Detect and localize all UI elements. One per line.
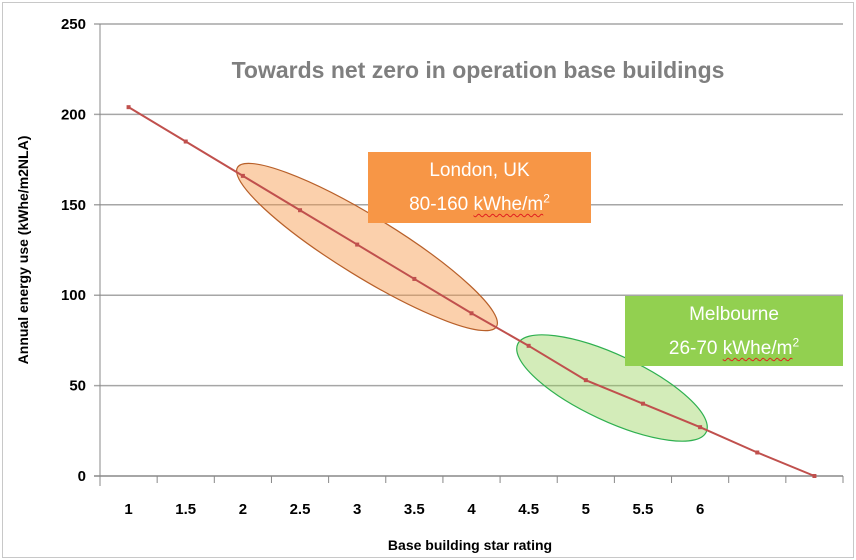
london-annotation-box: London, UK 80-160 kWhe/m2 <box>368 152 591 223</box>
melbourne-annotation-box: Melbourne 26-70 kWhe/m2 <box>625 296 843 366</box>
data-point <box>755 450 760 455</box>
y-tick-label: 50 <box>69 378 86 395</box>
x-tick-label: 3.5 <box>404 501 425 518</box>
y-tick-label: 100 <box>61 287 86 304</box>
chart-title: Towards net zero in operation base build… <box>232 57 725 83</box>
x-tick-label: 5.5 <box>633 501 654 518</box>
y-tick-label: 250 <box>61 16 86 33</box>
data-point <box>583 378 588 383</box>
y-tick-label: 200 <box>61 106 86 123</box>
x-tick-label: 6 <box>696 501 704 518</box>
y-axis-title: Annual energy use (kWhe/m2NLA) <box>15 136 31 365</box>
x-tick-label: 3 <box>353 501 361 518</box>
data-point <box>640 401 645 406</box>
x-tick-label: 1.5 <box>175 501 196 518</box>
x-tick-label: 2 <box>239 501 247 518</box>
data-point <box>469 311 474 316</box>
data-point <box>183 139 188 144</box>
x-tick-label: 4 <box>467 501 476 518</box>
x-tick-label: 4.5 <box>518 501 539 518</box>
data-point <box>412 276 417 281</box>
london-range: 80-160 kWhe/m2 <box>409 191 550 215</box>
data-point <box>355 242 360 247</box>
london-label: London, UK <box>429 160 530 181</box>
data-point <box>298 208 303 213</box>
x-axis-title: Base building star rating <box>388 537 552 553</box>
melbourne-label: Melbourne <box>689 304 779 325</box>
x-tick-label: 5 <box>582 501 590 518</box>
x-tick-label: 2.5 <box>290 501 311 518</box>
data-point <box>240 173 245 178</box>
melbourne-range: 26-70 kWhe/m2 <box>668 335 800 359</box>
data-point <box>526 343 531 348</box>
x-tick-label: 1 <box>124 501 132 518</box>
y-tick-label: 0 <box>78 468 86 485</box>
y-tick-label: 150 <box>61 197 86 214</box>
data-point <box>698 425 703 430</box>
data-point <box>812 474 817 478</box>
data-point <box>126 105 131 110</box>
